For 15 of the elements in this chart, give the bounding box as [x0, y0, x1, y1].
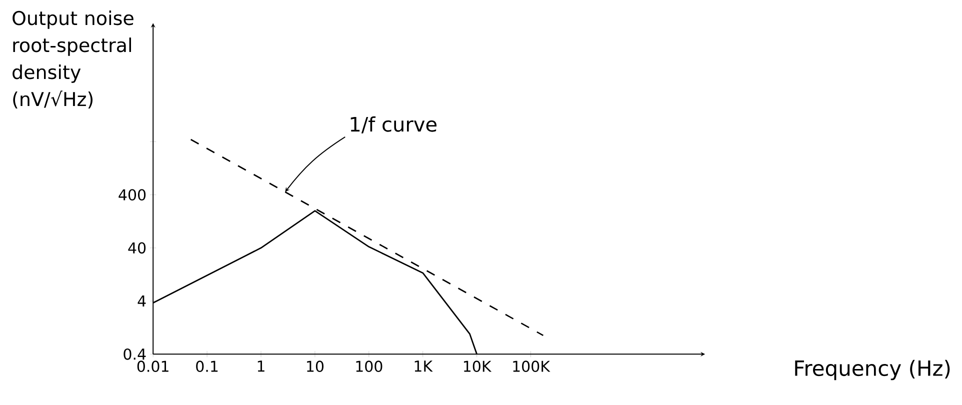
x-tick-label: 0.01: [137, 360, 168, 372]
x-tick-label: 1K: [414, 360, 433, 372]
x-axis-title: Frequency (Hz): [795, 360, 950, 380]
annotation: 1/f curve: [350, 116, 436, 134]
x-tick-label: 100: [356, 360, 382, 372]
y-tick-label: 400: [118, 189, 146, 200]
x-tick-label: 100K: [513, 360, 550, 372]
y-axis-title: Output noise root-spectral density (nV/√Hz): [12, 10, 134, 108]
y-tick-label: 4: [138, 296, 146, 306]
y-tick-label: 0.4: [124, 348, 146, 360]
x-tick-label: 1: [258, 360, 264, 372]
x-tick-label: 10: [307, 360, 324, 372]
x-tick-label: 10K: [464, 360, 492, 372]
x-tick-label: 0.1: [196, 360, 218, 372]
y-tick-label: 40: [128, 242, 146, 254]
